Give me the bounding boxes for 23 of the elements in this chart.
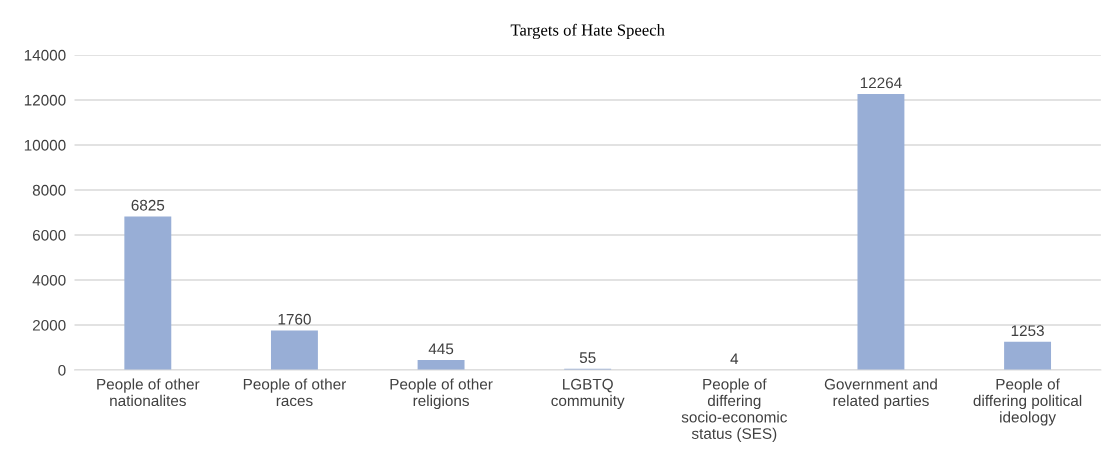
- y-tick-label: 8000: [32, 184, 66, 196]
- x-tick-label: People of differing political ideology: [973, 378, 1082, 426]
- x-tick-label: People of other nationalites: [97, 378, 200, 407]
- x-tick-label: LGBTQ community: [551, 378, 625, 410]
- data-label: 1760: [278, 313, 311, 325]
- y-tick-label: 0: [58, 364, 66, 376]
- data-label: 55: [579, 352, 596, 364]
- x-tick-label: Government and related parties: [824, 378, 937, 410]
- chart-title: Targets of Hate Speech: [510, 23, 665, 40]
- data-label: 445: [428, 343, 454, 355]
- y-tick-label: 2000: [32, 319, 66, 331]
- y-tick-label: 6000: [32, 229, 66, 241]
- x-tick-label: People of other races: [243, 378, 346, 407]
- data-label: 4: [730, 353, 739, 365]
- y-tick-label: 12000: [24, 94, 66, 106]
- y-tick-label: 4000: [32, 274, 66, 286]
- x-tick-label: People of differing socio-economic status (SES): [681, 378, 787, 442]
- data-label: 12264: [860, 77, 902, 89]
- y-tick-label: 14000: [24, 49, 66, 61]
- x-tick-label: People of other religions: [390, 378, 493, 410]
- data-label: 6825: [131, 199, 165, 211]
- data-label: 1253: [1011, 325, 1044, 337]
- y-tick-label: 10000: [24, 139, 66, 151]
